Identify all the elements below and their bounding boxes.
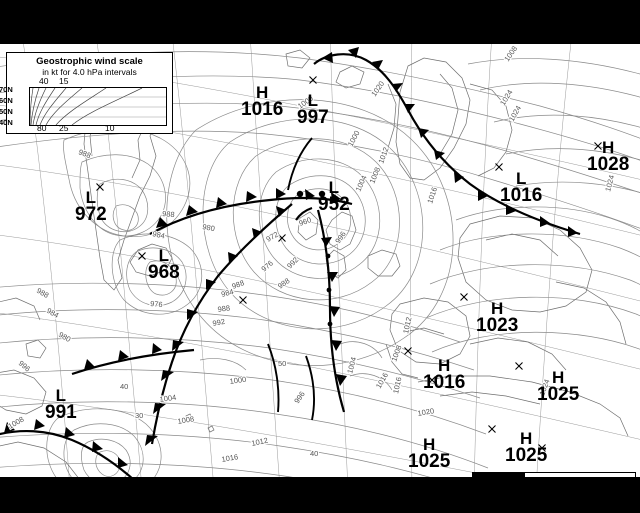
pressure-centre-value: 1025	[408, 451, 451, 472]
isobar-label: 988	[217, 303, 231, 314]
centre-x-marker	[278, 234, 286, 242]
pressure-centre-h-1025-bot: H 1025	[408, 436, 450, 471]
centre-x-marker	[488, 425, 496, 433]
pressure-centre-type: L	[158, 246, 170, 265]
occlusion-markers	[325, 253, 333, 327]
centre-x-marker	[138, 252, 146, 260]
pressure-centre-h-1028: H 1028	[587, 139, 629, 174]
pressure-centre-l-991: L 991	[45, 387, 77, 422]
pressure-centre-markers	[96, 76, 602, 452]
isobar-label: 1008	[177, 414, 195, 426]
pressure-centre-value: 1016	[423, 372, 466, 393]
isobar-label: 1020	[417, 406, 435, 418]
graticule	[0, 44, 640, 477]
legend-lat-60n: 60N	[0, 96, 13, 105]
pressure-centre-value: 997	[297, 107, 329, 128]
pressure-centre-h-1023: H 1023	[476, 300, 518, 335]
centre-x-marker	[96, 183, 104, 191]
pressure-centre-value: 952	[318, 194, 350, 215]
pressure-centre-type: H	[520, 429, 533, 448]
centre-x-marker	[239, 296, 247, 304]
pressure-centre-type: L	[328, 178, 340, 197]
isobar-label: 30	[135, 411, 143, 420]
pressure-centre-l-972: L 972	[75, 189, 107, 224]
centre-x-marker	[428, 376, 436, 384]
pressure-centre-value: 1023	[476, 315, 519, 336]
pressure-centre-value: 1025	[505, 445, 548, 466]
legend-lat-40n: 40N	[0, 118, 13, 127]
pressure-centre-value: 968	[148, 262, 180, 283]
chart-title-bar: Forecast chart (T+24) valid 06 UTC SAT 2…	[0, 36, 640, 48]
pressure-centre-type: L	[55, 386, 67, 405]
isobar-label: 988	[162, 209, 175, 219]
pressure-centre-value: 1016	[241, 99, 284, 120]
legend-top-value-15: 15	[59, 76, 69, 86]
centre-x-marker	[515, 362, 523, 370]
legend-lat-50n: 50N	[0, 107, 13, 116]
pressure-centre-type: H	[438, 356, 451, 375]
geostrophic-wind-scale: Geostrophic wind scale in kt for 4.0 hPa…	[0, 52, 173, 134]
pressure-centre-l-997: L 997	[297, 92, 329, 127]
legend-bottom-value-25: 25	[59, 123, 69, 133]
pressure-centre-type: H	[491, 299, 504, 318]
pressure-centre-value: 972	[75, 204, 107, 225]
isobar-label: 976	[150, 299, 163, 309]
met-office-logo-block[interactable]: Met Office metoffice.gov.uk © Crown Copy…	[472, 472, 636, 477]
weather-chart[interactable]: 1024 1024 1020 1016 1012 1012 1008 1004 1000 996 9…	[0, 44, 640, 477]
logo-text-block: metoffice.gov.uk © Crown Copyright	[525, 473, 635, 477]
pressure-centre-h-1016-mid: H 1016	[423, 357, 465, 392]
chart-title-right: 1025 hPa	[596, 36, 636, 43]
legend-bottom-value-80: 80	[37, 123, 47, 133]
pressure-centre-l-1016-right: L 1016	[500, 170, 542, 205]
cold-front-barbs	[4, 47, 578, 468]
pressure-centre-value: 1016	[500, 185, 543, 206]
isobar-label: 980	[202, 222, 216, 233]
legend-lat-70n: 70N	[0, 85, 13, 94]
pressure-centre-h-1025-mid: H 1025	[505, 430, 547, 465]
pressure-centre-value: 1028	[587, 154, 630, 175]
pressure-centre-h-1025-right: H 1025	[537, 369, 579, 404]
isobars	[0, 51, 640, 477]
centre-x-marker	[404, 347, 412, 355]
centre-x-marker	[594, 142, 602, 150]
legend-nomogram	[29, 87, 167, 126]
pressure-centre-l-968: L 968	[148, 247, 180, 282]
isobar-label: 1016	[221, 452, 239, 464]
isobar-label: 992	[212, 317, 226, 328]
legend-top-value-40: 40	[39, 76, 49, 86]
surface-pressure-map: 1024102410201016101210121008100410009969…	[0, 44, 640, 477]
centre-x-marker	[495, 163, 503, 171]
legend-subtitle: in kt for 4.0 hPa intervals	[42, 67, 137, 77]
isobar-label: 984	[152, 229, 166, 240]
pressure-centre-type: H	[552, 368, 565, 387]
pressure-centre-type: H	[423, 435, 436, 454]
pressure-centre-type: L	[515, 169, 527, 188]
isobar-label: 1004	[159, 393, 177, 404]
isobar-label: 1000	[229, 375, 247, 386]
pressure-centre-value: 1025	[537, 384, 580, 405]
pressure-centre-type: L	[85, 188, 97, 207]
centre-x-marker	[309, 76, 317, 84]
warm-front-bumps	[296, 190, 326, 198]
isobar-label: 40	[310, 449, 318, 458]
coastlines	[0, 49, 629, 477]
pressure-centre-type: H	[602, 138, 615, 157]
isobar-label: 50	[278, 359, 286, 368]
chart-title: Forecast chart (T+24) valid 06 UTC SAT 2…	[2, 36, 255, 44]
centre-x-marker	[538, 444, 546, 452]
pressure-centre-type: L	[307, 91, 319, 110]
met-office-wave-icon: Met Office	[473, 473, 525, 477]
isobar-label: 984	[220, 287, 234, 299]
centre-x-marker	[460, 293, 468, 301]
pressure-centre-value: 991	[45, 402, 77, 423]
legend-title: Geostrophic wind scale	[36, 56, 143, 67]
isobar-label: 40	[120, 382, 128, 391]
pressure-centre-type: H	[256, 83, 269, 102]
pressure-centre-l-952: L 952	[318, 179, 350, 214]
legend-bottom-value-10: 10	[105, 123, 115, 133]
pressure-centre-h-1016-top: H 1016	[241, 84, 283, 119]
